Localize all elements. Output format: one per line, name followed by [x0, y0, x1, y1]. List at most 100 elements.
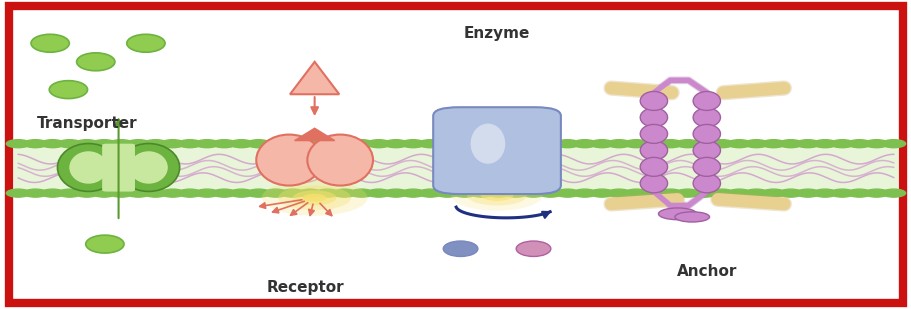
Circle shape	[607, 140, 630, 148]
Circle shape	[263, 140, 287, 148]
FancyBboxPatch shape	[433, 107, 560, 194]
Circle shape	[795, 189, 819, 197]
Circle shape	[401, 189, 425, 197]
Circle shape	[761, 140, 784, 148]
Circle shape	[778, 140, 802, 148]
Circle shape	[92, 140, 116, 148]
Ellipse shape	[692, 174, 720, 193]
Ellipse shape	[674, 212, 709, 222]
Circle shape	[555, 140, 578, 148]
Ellipse shape	[640, 125, 667, 143]
Circle shape	[109, 189, 133, 197]
Text: Transporter: Transporter	[36, 116, 137, 131]
Circle shape	[302, 194, 326, 202]
Ellipse shape	[692, 108, 720, 127]
Circle shape	[607, 189, 630, 197]
Circle shape	[247, 189, 271, 197]
Text: Receptor: Receptor	[266, 280, 344, 295]
Ellipse shape	[692, 91, 720, 110]
Circle shape	[710, 140, 733, 148]
Ellipse shape	[256, 135, 322, 185]
Ellipse shape	[640, 91, 667, 110]
Circle shape	[469, 140, 493, 148]
Circle shape	[24, 140, 47, 148]
Circle shape	[281, 140, 304, 148]
Ellipse shape	[640, 174, 667, 193]
Circle shape	[881, 189, 905, 197]
Circle shape	[589, 189, 613, 197]
Ellipse shape	[118, 143, 179, 191]
Circle shape	[692, 189, 716, 197]
Polygon shape	[290, 62, 339, 94]
Circle shape	[144, 140, 168, 148]
Text: Anchor: Anchor	[676, 265, 736, 279]
Ellipse shape	[692, 157, 720, 176]
Circle shape	[589, 140, 613, 148]
Circle shape	[864, 140, 887, 148]
Circle shape	[418, 140, 442, 148]
Circle shape	[504, 140, 527, 148]
Circle shape	[761, 189, 784, 197]
Ellipse shape	[692, 125, 720, 143]
Circle shape	[41, 189, 65, 197]
Circle shape	[830, 140, 854, 148]
Circle shape	[384, 140, 407, 148]
Circle shape	[366, 189, 390, 197]
Circle shape	[743, 140, 767, 148]
Circle shape	[41, 140, 65, 148]
Circle shape	[864, 189, 887, 197]
Circle shape	[75, 140, 98, 148]
Ellipse shape	[49, 81, 87, 99]
Circle shape	[538, 189, 562, 197]
Circle shape	[333, 140, 356, 148]
Circle shape	[521, 189, 545, 197]
Circle shape	[435, 189, 459, 197]
Circle shape	[778, 189, 802, 197]
Circle shape	[298, 140, 322, 148]
Polygon shape	[294, 128, 334, 141]
Ellipse shape	[640, 108, 667, 127]
Circle shape	[401, 140, 425, 148]
Circle shape	[710, 189, 733, 197]
FancyBboxPatch shape	[102, 144, 135, 192]
Circle shape	[109, 140, 133, 148]
Circle shape	[813, 140, 836, 148]
Circle shape	[263, 189, 287, 197]
Circle shape	[469, 189, 493, 197]
Circle shape	[658, 140, 681, 148]
Circle shape	[538, 140, 562, 148]
Ellipse shape	[640, 141, 667, 160]
Ellipse shape	[129, 151, 168, 184]
Circle shape	[298, 189, 322, 197]
Circle shape	[486, 189, 510, 197]
Circle shape	[349, 140, 373, 148]
Circle shape	[675, 140, 699, 148]
Circle shape	[315, 140, 339, 148]
Circle shape	[521, 140, 545, 148]
Circle shape	[504, 189, 527, 197]
Circle shape	[727, 189, 751, 197]
Circle shape	[658, 189, 681, 197]
Circle shape	[57, 140, 81, 148]
Circle shape	[572, 189, 596, 197]
Circle shape	[247, 140, 271, 148]
Circle shape	[555, 189, 578, 197]
Circle shape	[466, 185, 527, 205]
Circle shape	[435, 140, 459, 148]
Circle shape	[640, 189, 664, 197]
Circle shape	[92, 189, 116, 197]
Circle shape	[452, 189, 476, 197]
Circle shape	[195, 140, 219, 148]
Circle shape	[212, 189, 236, 197]
Circle shape	[6, 189, 30, 197]
Circle shape	[261, 180, 367, 216]
Circle shape	[830, 189, 854, 197]
Circle shape	[6, 140, 30, 148]
Circle shape	[846, 140, 870, 148]
Text: Enzyme: Enzyme	[464, 27, 529, 41]
Circle shape	[366, 140, 390, 148]
Circle shape	[384, 189, 407, 197]
Ellipse shape	[31, 34, 69, 52]
Circle shape	[846, 189, 870, 197]
Ellipse shape	[57, 143, 119, 191]
